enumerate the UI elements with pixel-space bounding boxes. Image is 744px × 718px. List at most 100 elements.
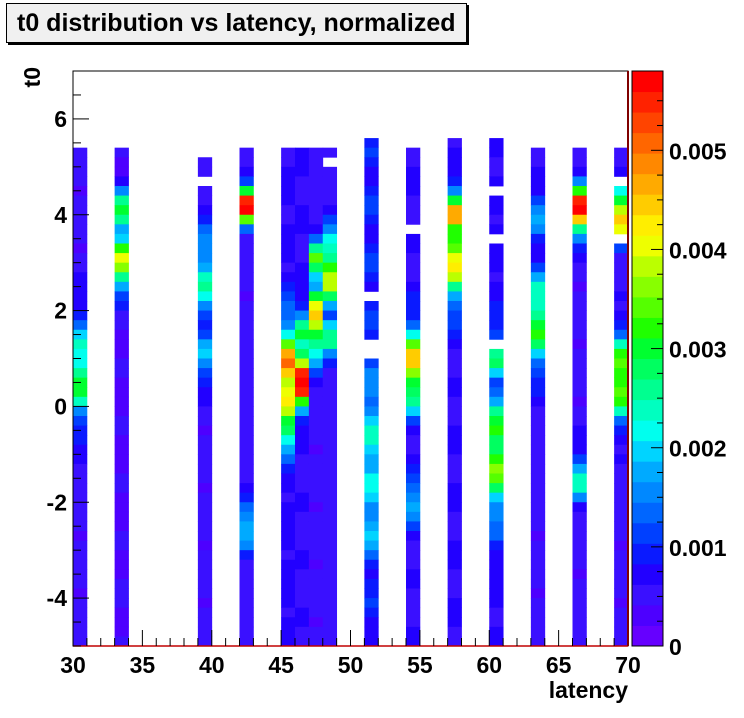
heatmap-cell <box>281 147 296 158</box>
heatmap-cell <box>308 176 324 187</box>
heatmap-cell <box>322 387 338 398</box>
heatmap-cell <box>364 147 379 158</box>
heatmap-cell <box>614 521 629 532</box>
heatmap-cell <box>73 310 88 321</box>
heatmap-cell <box>364 473 379 484</box>
heatmap-cell <box>489 559 504 570</box>
heatmap-cell <box>114 310 129 321</box>
heatmap-cell <box>308 406 324 417</box>
heatmap-cell <box>239 511 254 522</box>
heatmap-cell <box>406 636 421 647</box>
heatmap-cell <box>447 444 462 455</box>
heatmap-cell <box>447 233 462 244</box>
heatmap-cell <box>295 492 310 503</box>
heatmap-cell <box>308 473 324 484</box>
heatmap-cell <box>322 233 338 244</box>
heatmap-cell <box>530 502 546 513</box>
heatmap-cell <box>447 483 462 494</box>
heatmap-cell <box>322 396 338 407</box>
heatmap-cell <box>614 387 629 398</box>
heatmap-cell <box>489 329 504 340</box>
heatmap-cell <box>197 473 213 484</box>
heatmap-cell <box>572 377 587 388</box>
heatmap-cell <box>295 195 310 206</box>
heatmap-cell <box>197 224 213 235</box>
heatmap-cell <box>197 339 213 350</box>
heatmap-cell <box>530 387 546 398</box>
heatmap-cell <box>489 406 504 417</box>
heatmap-cell <box>197 540 213 551</box>
heatmap-cell <box>295 205 310 216</box>
heatmap-cell <box>239 186 254 196</box>
heatmap-cell <box>572 301 587 311</box>
heatmap-cell <box>281 511 296 522</box>
heatmap-cell <box>530 607 546 618</box>
heatmap-cell <box>295 531 310 541</box>
heatmap-cell <box>489 607 504 618</box>
heatmap-cell <box>197 205 213 216</box>
heatmap-cell <box>614 281 629 292</box>
heatmap-cell <box>406 301 421 311</box>
heatmap-cell <box>73 463 88 474</box>
heatmap-cell <box>489 463 504 474</box>
heatmap-cell <box>614 454 629 465</box>
heatmap-cell <box>447 435 462 446</box>
heatmap-cell <box>281 416 296 426</box>
heatmap-cell <box>308 195 324 206</box>
x-tick-label: 65 <box>546 652 572 678</box>
heatmap-cell <box>281 521 296 532</box>
heatmap-cell <box>614 214 629 225</box>
z-tick-label: 0 <box>669 634 682 660</box>
heatmap-cell <box>364 387 379 398</box>
heatmap-cell <box>295 636 310 647</box>
color-scale-frame <box>631 70 664 647</box>
heatmap-cell <box>197 569 213 580</box>
heatmap-cell <box>572 186 587 196</box>
heatmap-cell <box>73 320 88 331</box>
heatmap-cell <box>614 626 629 637</box>
heatmap-cell <box>281 559 296 570</box>
x-axis-label: latency <box>549 677 628 703</box>
z-tick-label: 0.001 <box>669 535 727 561</box>
y-axis-label: t0 <box>19 67 45 87</box>
heatmap-cell <box>322 186 338 196</box>
heatmap-cell <box>489 483 504 494</box>
heatmap-cell <box>530 626 546 637</box>
heatmap-cell <box>197 521 213 532</box>
heatmap-cell <box>322 531 338 541</box>
heatmap-cell <box>572 368 587 379</box>
heatmap-cell <box>197 578 213 589</box>
heatmap-cell <box>295 511 310 522</box>
color-scale-swatch <box>632 132 663 154</box>
heatmap-cell <box>281 502 296 513</box>
heatmap-cell <box>406 425 421 436</box>
heatmap-cell <box>295 339 310 350</box>
heatmap-cell <box>295 617 310 628</box>
z-tick-label: 0.005 <box>669 138 727 164</box>
heatmap-cell <box>197 511 213 522</box>
heatmap-cell <box>614 157 629 168</box>
heatmap-cell <box>281 358 296 369</box>
heatmap-cell <box>295 550 310 561</box>
heatmap-cell <box>530 444 546 455</box>
heatmap-cell <box>295 320 310 331</box>
heatmap-cell <box>489 348 504 359</box>
heatmap-cell <box>406 607 421 618</box>
heatmap-cell <box>281 454 296 465</box>
heatmap-cell <box>197 348 213 359</box>
heatmap-cell <box>73 147 88 158</box>
heatmap-cell <box>572 569 587 580</box>
heatmap-cell <box>322 511 338 522</box>
heatmap-cell <box>614 262 629 273</box>
heatmap-cell <box>406 406 421 417</box>
heatmap-cell <box>614 195 629 206</box>
heatmap-cell <box>364 502 379 513</box>
heatmap-cell <box>322 444 338 455</box>
heatmap-cell <box>281 176 296 187</box>
heatmap-cell <box>281 531 296 541</box>
heatmap-cell <box>197 416 213 426</box>
heatmap-cell <box>572 473 587 484</box>
heatmap-cell <box>322 262 338 273</box>
heatmap-cell <box>364 636 379 647</box>
heatmap-cell <box>308 262 324 273</box>
